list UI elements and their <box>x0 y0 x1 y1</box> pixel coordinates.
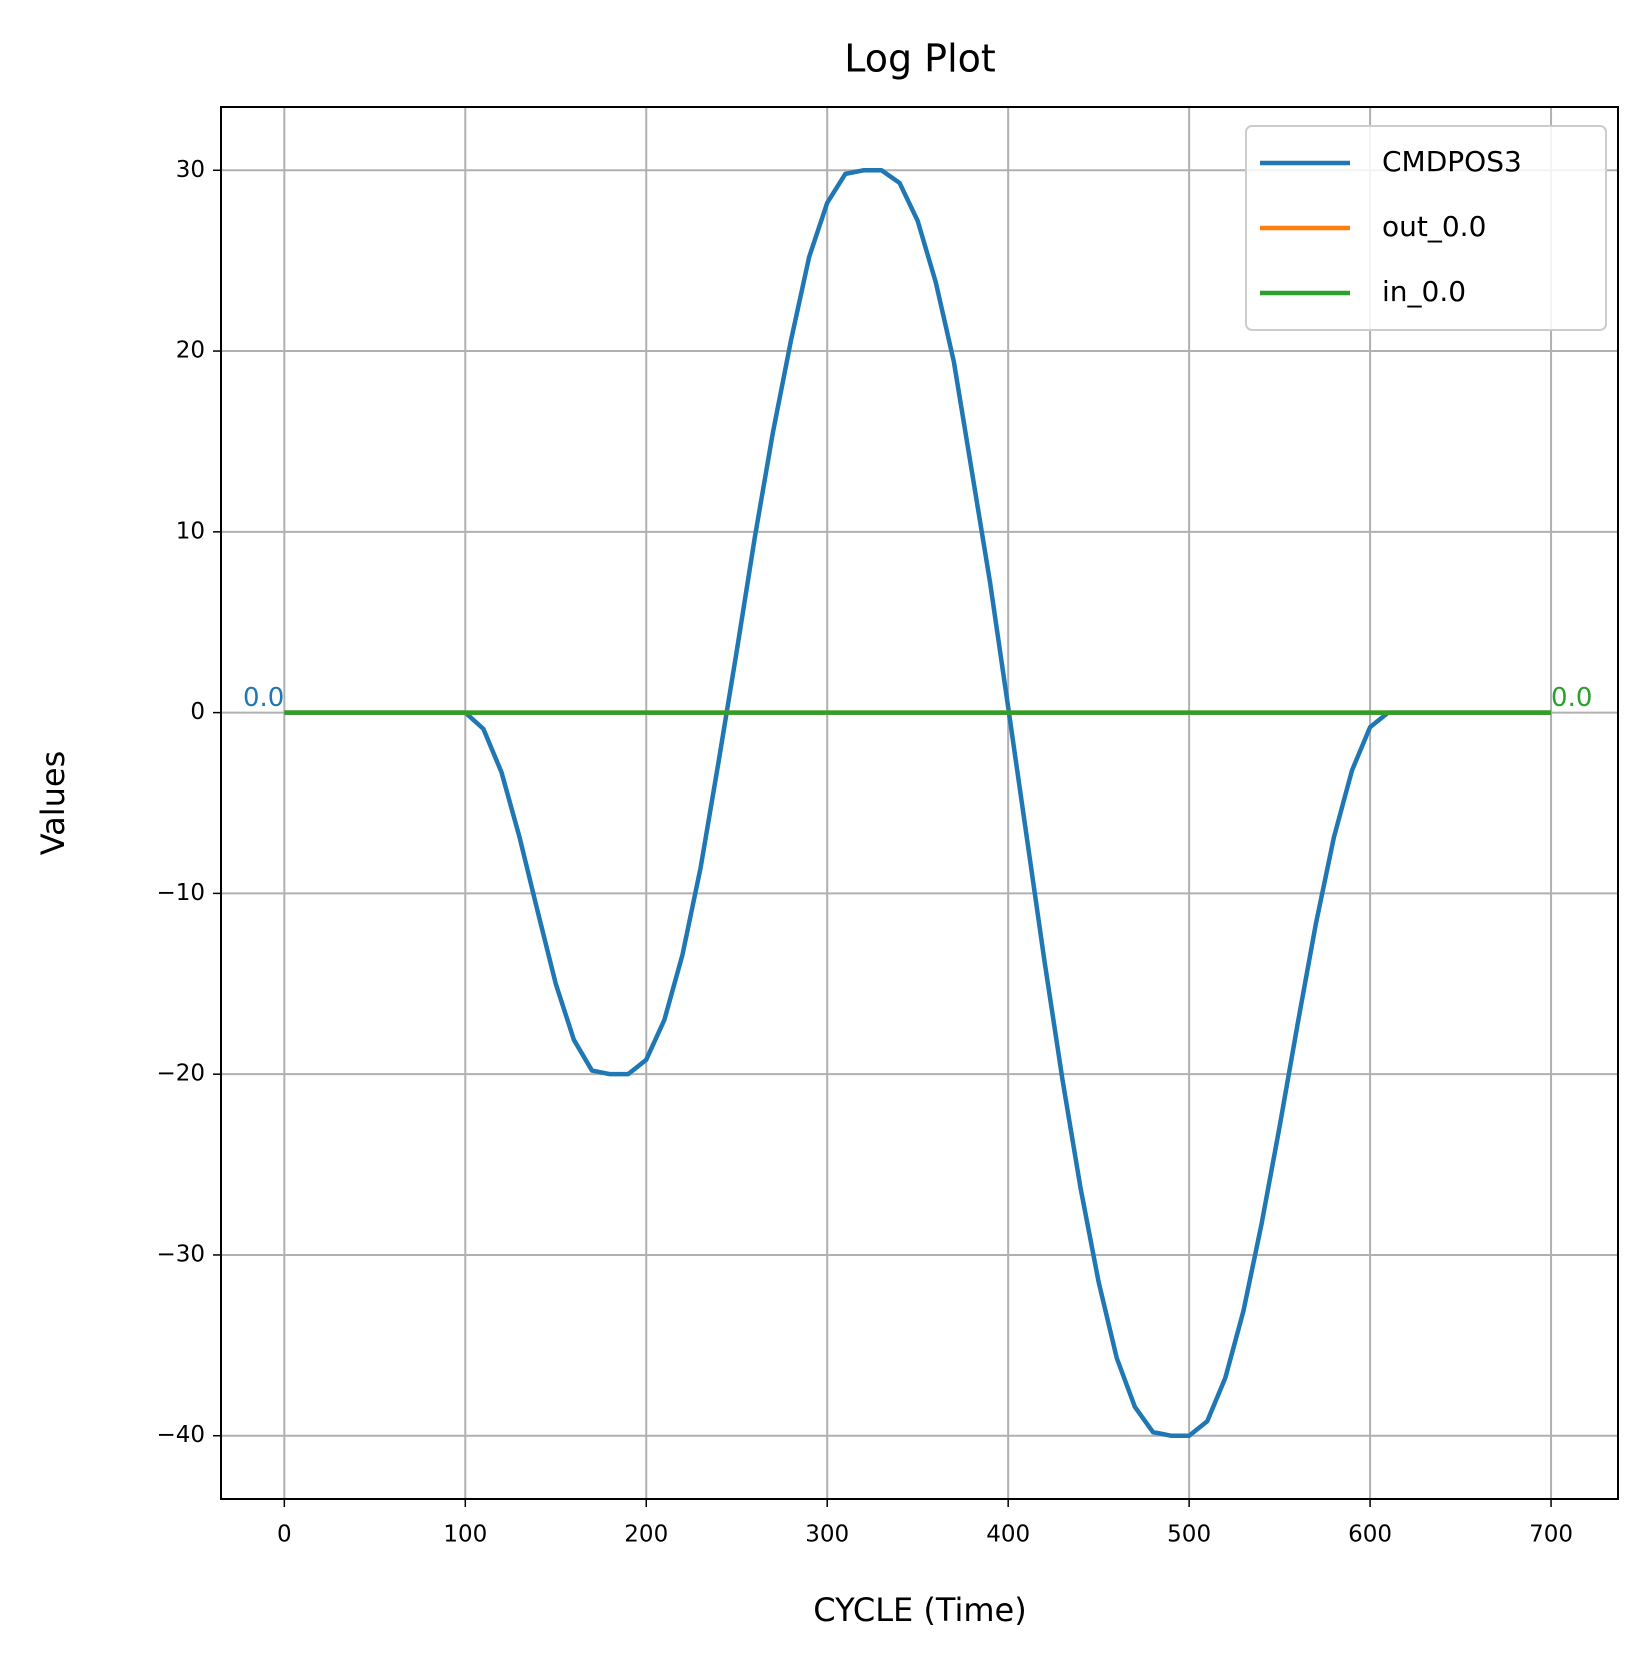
chart-title: Log Plot <box>844 37 996 81</box>
x-tick-label: 0 <box>277 1522 292 1548</box>
legend-label: out_0.0 <box>1382 210 1486 243</box>
legend-label: in_0.0 <box>1382 275 1466 308</box>
x-tick-label: 700 <box>1529 1522 1573 1548</box>
y-tick-label: 0 <box>190 699 205 725</box>
x-tick-label: 600 <box>1348 1522 1392 1548</box>
legend-label: CMDPOS3 <box>1382 145 1522 178</box>
x-tick-label: 400 <box>986 1522 1030 1548</box>
x-tick-label: 100 <box>443 1522 487 1548</box>
x-tick-label: 300 <box>805 1522 849 1548</box>
y-tick-label: 20 <box>176 338 205 364</box>
legend-box <box>1245 125 1607 331</box>
x-tick-label: 500 <box>1167 1522 1211 1548</box>
y-tick-label: −10 <box>156 880 205 906</box>
y-tick-label: −30 <box>156 1241 205 1267</box>
y-axis-label: Values <box>34 751 72 856</box>
annotation: 0.0 <box>1551 683 1592 713</box>
line-series <box>284 168 1552 1438</box>
x-axis-label: CYCLE (Time) <box>813 1591 1026 1629</box>
y-tick-label: −20 <box>156 1061 205 1087</box>
y-tick-label: −40 <box>156 1422 205 1448</box>
y-tick-label: 30 <box>176 157 205 183</box>
plot-frame <box>220 106 1619 1500</box>
annotation: 0.0 <box>243 683 284 713</box>
y-tick-label: 10 <box>176 518 205 544</box>
x-tick-label: 200 <box>624 1522 668 1548</box>
